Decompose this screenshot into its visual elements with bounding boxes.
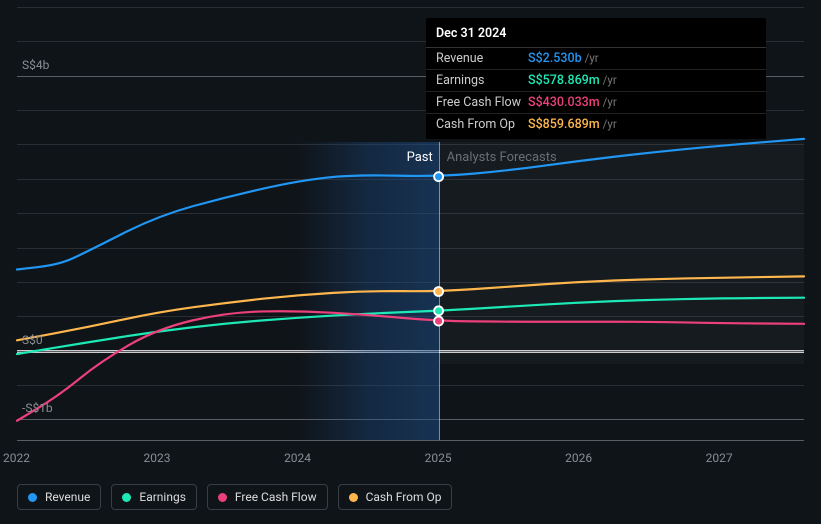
legend-label: Free Cash Flow — [235, 490, 317, 504]
legend-dot-icon — [122, 493, 131, 502]
marker-fcf — [434, 317, 443, 326]
tooltip-unit: /yr — [603, 73, 617, 87]
x-axis-label: 2022 — [3, 451, 30, 465]
x-axis-label: 2024 — [284, 451, 311, 465]
legend-dot-icon — [349, 493, 358, 502]
tooltip-value: S$430.033m — [528, 95, 600, 110]
series-revenue — [17, 139, 804, 270]
series-fcf — [17, 311, 804, 420]
tooltip-unit: /yr — [585, 51, 599, 65]
chart-tooltip: Dec 31 2024 RevenueS$2.530b/yrEarningsS$… — [426, 18, 766, 139]
x-axis-label: 2023 — [144, 451, 171, 465]
legend-item-revenue[interactable]: Revenue — [17, 484, 101, 510]
marker-revenue — [434, 172, 443, 181]
legend-item-fcf[interactable]: Free Cash Flow — [207, 484, 328, 510]
chart-legend: Revenue Earnings Free Cash Flow Cash From O… — [17, 484, 452, 510]
x-axis-label: 2026 — [565, 451, 592, 465]
tooltip-value: S$859.689m — [528, 117, 600, 132]
y-axis-label: -S$1b — [22, 401, 53, 415]
marker-earnings — [434, 306, 443, 315]
x-axis-label: 2027 — [706, 451, 733, 465]
legend-item-earnings[interactable]: Earnings — [111, 484, 197, 510]
legend-label: Revenue — [45, 490, 90, 504]
tooltip-value: S$2.530b — [528, 51, 582, 66]
legend-item-cfo[interactable]: Cash From Op — [338, 484, 453, 510]
tooltip-value: S$578.869m — [528, 73, 600, 88]
legend-dot-icon — [28, 493, 37, 502]
tooltip-key: Cash From Op — [436, 117, 528, 132]
y-axis-label: S$4b — [22, 58, 49, 72]
legend-dot-icon — [218, 493, 227, 502]
tooltip-row: Cash From OpS$859.689m/yr — [426, 114, 766, 135]
tooltip-key: Revenue — [436, 51, 528, 66]
x-axis-label: 2025 — [425, 451, 452, 465]
tooltip-key: Free Cash Flow — [436, 95, 528, 110]
legend-label: Cash From Op — [366, 490, 442, 504]
tooltip-unit: /yr — [603, 95, 617, 109]
tooltip-key: Earnings — [436, 73, 528, 88]
y-axis-label: S$0 — [22, 333, 43, 347]
tooltip-title: Dec 31 2024 — [426, 26, 766, 48]
series-earnings — [17, 298, 804, 354]
series-cfo — [17, 276, 804, 340]
tooltip-row: RevenueS$2.530b/yr — [426, 48, 766, 70]
tooltip-unit: /yr — [603, 117, 617, 131]
legend-label: Earnings — [139, 490, 186, 504]
marker-cfo — [434, 287, 443, 296]
tooltip-row: Free Cash FlowS$430.033m/yr — [426, 92, 766, 114]
tooltip-row: EarningsS$578.869m/yr — [426, 70, 766, 92]
